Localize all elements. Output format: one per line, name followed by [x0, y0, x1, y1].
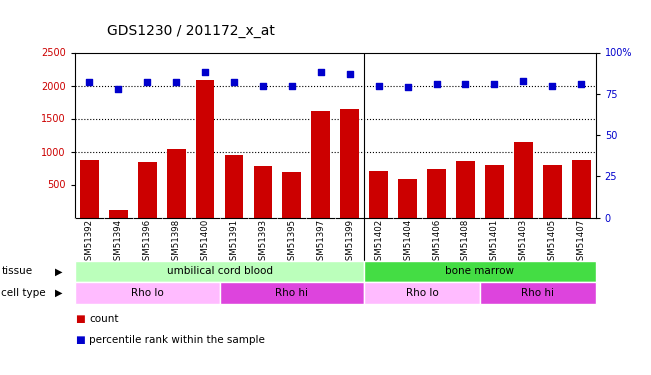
- Text: GSM51403: GSM51403: [519, 219, 528, 266]
- Bar: [456, 161, 475, 218]
- Text: GSM51397: GSM51397: [316, 219, 326, 266]
- Text: GSM51402: GSM51402: [374, 219, 383, 266]
- Text: Rho lo: Rho lo: [131, 288, 163, 298]
- Bar: [167, 149, 186, 217]
- Point: [344, 71, 355, 77]
- Text: percentile rank within the sample: percentile rank within the sample: [89, 335, 265, 345]
- Text: tissue: tissue: [1, 267, 33, 276]
- Point: [200, 69, 210, 75]
- Bar: [283, 172, 301, 217]
- Text: GSM51405: GSM51405: [547, 219, 557, 266]
- Bar: [514, 142, 533, 218]
- Point: [258, 82, 268, 88]
- Text: ▶: ▶: [55, 288, 63, 298]
- Text: bone marrow: bone marrow: [445, 267, 514, 276]
- Point: [316, 69, 326, 75]
- Bar: [311, 111, 330, 218]
- Point: [374, 82, 384, 88]
- Text: GSM51394: GSM51394: [114, 219, 123, 266]
- Point: [229, 79, 239, 85]
- Bar: [398, 178, 417, 218]
- Point: [460, 81, 471, 87]
- Text: GSM51408: GSM51408: [461, 219, 470, 266]
- Text: GSM51404: GSM51404: [403, 219, 412, 266]
- Bar: [485, 165, 504, 218]
- Bar: [369, 171, 388, 217]
- Bar: [572, 160, 590, 218]
- Text: GSM51396: GSM51396: [143, 219, 152, 266]
- Bar: [80, 160, 99, 218]
- Bar: [340, 109, 359, 217]
- Text: Rho hi: Rho hi: [275, 288, 309, 298]
- Text: Rho lo: Rho lo: [406, 288, 438, 298]
- Text: ■: ■: [75, 335, 85, 345]
- Point: [547, 82, 557, 88]
- Text: GSM51406: GSM51406: [432, 219, 441, 266]
- Bar: [427, 170, 446, 217]
- Text: ▶: ▶: [55, 267, 63, 276]
- Bar: [75, 261, 364, 282]
- Bar: [480, 282, 596, 304]
- Text: GSM51393: GSM51393: [258, 219, 268, 266]
- Text: GSM51400: GSM51400: [201, 219, 210, 266]
- Point: [402, 84, 413, 90]
- Bar: [364, 261, 596, 282]
- Text: GSM51399: GSM51399: [345, 219, 354, 266]
- Text: GDS1230 / 201172_x_at: GDS1230 / 201172_x_at: [107, 24, 275, 38]
- Bar: [364, 282, 480, 304]
- Bar: [219, 282, 364, 304]
- Point: [84, 79, 94, 85]
- Point: [518, 78, 529, 84]
- Point: [576, 81, 587, 87]
- Text: GSM51395: GSM51395: [287, 219, 296, 266]
- Text: umbilical cord blood: umbilical cord blood: [167, 267, 273, 276]
- Text: Rho hi: Rho hi: [521, 288, 554, 298]
- Text: GSM51407: GSM51407: [577, 219, 586, 266]
- Text: cell type: cell type: [1, 288, 46, 298]
- Text: count: count: [89, 314, 118, 324]
- Bar: [225, 156, 243, 218]
- Point: [113, 86, 124, 92]
- Bar: [75, 282, 219, 304]
- Point: [142, 79, 152, 85]
- Bar: [138, 162, 157, 218]
- Point: [432, 81, 442, 87]
- Point: [489, 81, 499, 87]
- Text: GSM51391: GSM51391: [230, 219, 238, 266]
- Text: GSM51392: GSM51392: [85, 219, 94, 266]
- Text: ■: ■: [75, 314, 85, 324]
- Bar: [253, 166, 272, 218]
- Point: [171, 79, 182, 85]
- Text: GSM51398: GSM51398: [172, 219, 180, 266]
- Text: GSM51401: GSM51401: [490, 219, 499, 266]
- Bar: [543, 165, 562, 218]
- Point: [286, 82, 297, 88]
- Bar: [196, 80, 214, 218]
- Bar: [109, 210, 128, 218]
